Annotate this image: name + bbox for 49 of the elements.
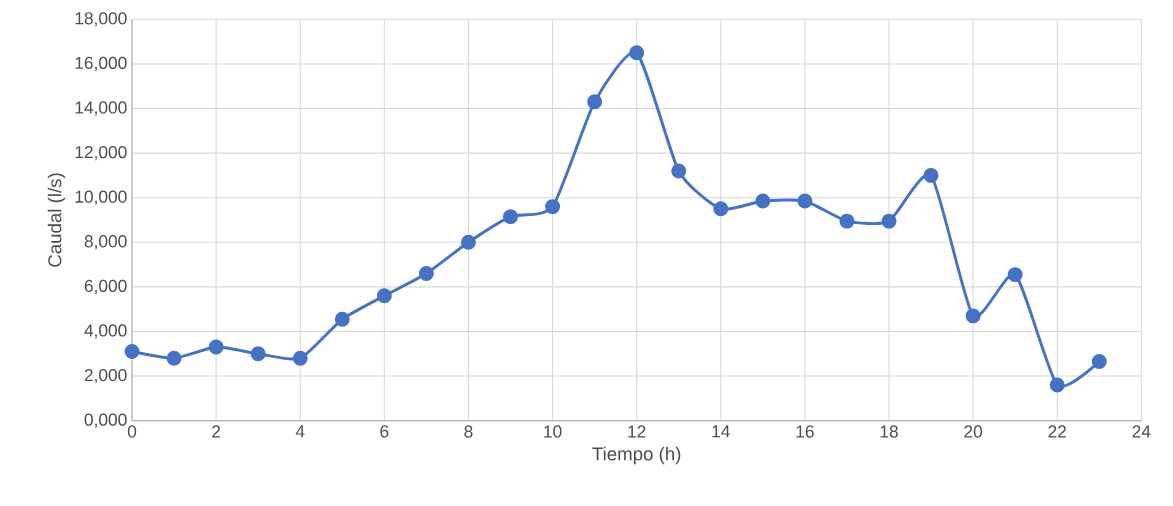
point <box>166 350 182 366</box>
x-tick-label: 6 <box>380 425 389 438</box>
point <box>629 45 645 61</box>
point <box>965 308 981 324</box>
point <box>503 209 518 225</box>
x-tick-label: 14 <box>712 425 730 438</box>
y-axis-title: Caudal (l/s) <box>47 173 66 267</box>
point <box>1049 377 1065 393</box>
x-tick-label: 2 <box>212 425 221 438</box>
point <box>545 199 561 215</box>
x-tick-label: 10 <box>544 425 562 438</box>
point <box>839 213 855 229</box>
point <box>208 339 224 355</box>
x-tick-label: 18 <box>880 425 898 438</box>
point <box>755 193 771 209</box>
point <box>1007 267 1023 283</box>
point <box>881 213 897 229</box>
point <box>587 94 603 110</box>
x-tick-label: 24 <box>1132 425 1151 438</box>
point <box>250 346 266 362</box>
x-tick-label: 8 <box>464 425 473 438</box>
point <box>671 163 687 179</box>
point <box>376 288 392 304</box>
y-tick-label: 18,000 <box>75 12 127 27</box>
x-tick-label: 4 <box>295 425 305 438</box>
point <box>124 344 140 360</box>
point <box>923 167 939 183</box>
x-tick-label: 20 <box>964 425 983 438</box>
x-tick-label: 16 <box>796 425 814 438</box>
x-tick-label: 0 <box>127 425 137 438</box>
y-tick-label: 8,000 <box>84 235 127 250</box>
y-tick-label: 4,000 <box>84 324 127 339</box>
point <box>292 350 308 366</box>
point <box>418 266 434 281</box>
x-tick-label: 12 <box>628 425 646 438</box>
y-tick-label: 14,000 <box>75 101 127 116</box>
y-tick-label: 6,000 <box>84 279 127 295</box>
x-axis-title: Tiempo (h) <box>592 446 681 465</box>
y-tick-label: 0,000 <box>84 413 127 428</box>
y-tick-label: 2,000 <box>84 368 127 384</box>
point <box>460 234 476 250</box>
point <box>334 311 350 327</box>
point <box>797 193 813 209</box>
y-tick-label: 10,000 <box>75 190 127 205</box>
point <box>1091 354 1107 370</box>
y-tick-label: 12,000 <box>75 145 127 161</box>
y-tick-label: 16,000 <box>75 56 127 72</box>
x-tick-label: 22 <box>1048 425 1066 438</box>
point <box>713 201 729 217</box>
